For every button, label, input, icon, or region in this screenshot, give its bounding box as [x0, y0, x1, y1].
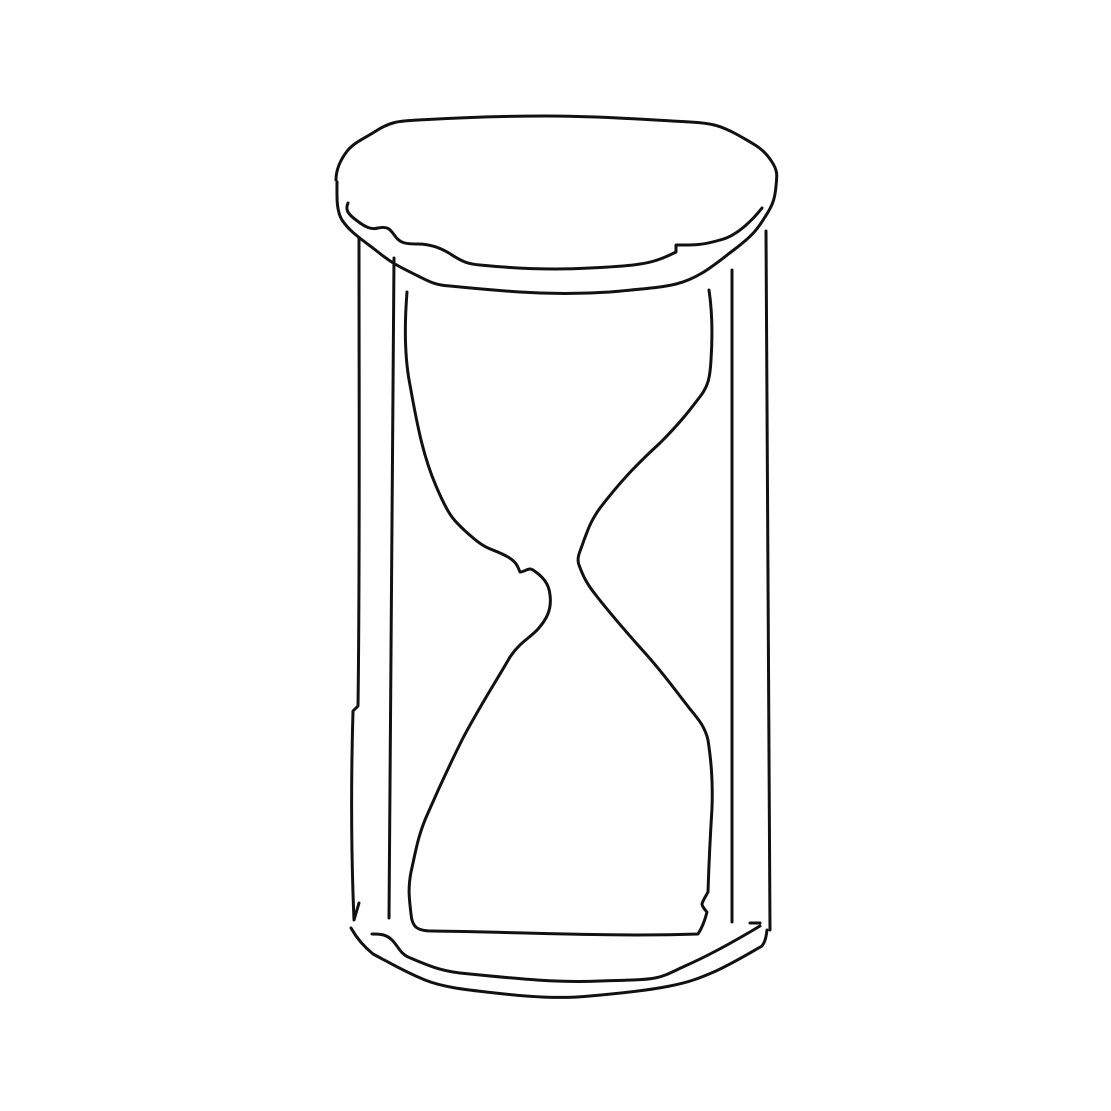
left-pillar-inner — [387, 256, 396, 920]
glass-left-contour — [403, 288, 714, 937]
top-cap-upper-outline — [334, 114, 779, 295]
right-pillar-outer — [764, 229, 772, 932]
base-outer-outline — [349, 926, 769, 999]
left-pillar-outer — [350, 236, 361, 922]
base-inner-rim — [370, 924, 762, 984]
top-cap-inner-rim — [345, 201, 764, 271]
